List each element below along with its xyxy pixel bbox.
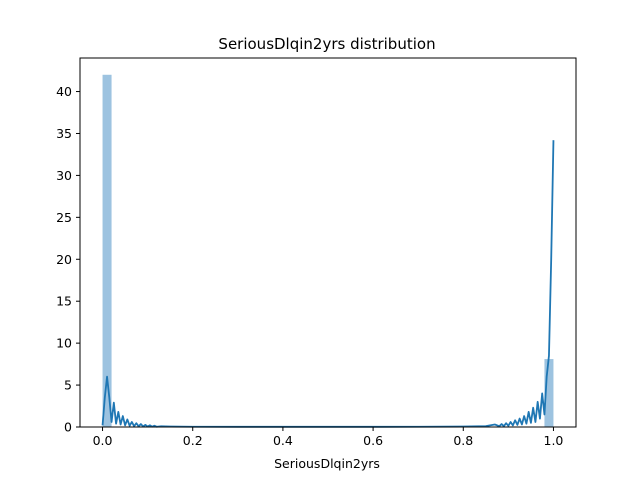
x-tick-label-3: 0.6 — [363, 433, 383, 448]
x-tick-label-2: 0.4 — [273, 433, 293, 448]
x-axis-label: SeriousDlqin2yrs — [274, 456, 380, 471]
y-tick-label-7: 35 — [56, 126, 72, 141]
kde-line-layer — [101, 140, 555, 428]
histogram-bar-1 — [544, 359, 554, 427]
y-tick-label-2: 10 — [56, 336, 72, 351]
kde-line — [101, 140, 555, 428]
y-tick-label-3: 15 — [56, 294, 72, 309]
x-tick-label-0: 0.0 — [93, 433, 113, 448]
x-axis-ticks: 0.0 0.2 0.4 0.6 0.8 1.0 — [93, 427, 564, 448]
histogram-bars — [102, 74, 554, 427]
chart-title: SeriousDlqin2yrs distribution — [218, 35, 435, 53]
y-tick-label-4: 20 — [56, 252, 72, 267]
plot-frame — [79, 57, 577, 428]
y-axis-ticks: 0 5 10 15 20 25 30 35 40 — [56, 84, 80, 435]
x-tick-label-4: 0.8 — [453, 433, 473, 448]
x-tick-label-1: 0.2 — [183, 433, 203, 448]
y-tick-label-6: 30 — [56, 168, 72, 183]
y-tick-label-0: 0 — [64, 420, 72, 435]
x-tick-label-5: 1.0 — [544, 433, 564, 448]
y-tick-label-1: 5 — [64, 378, 72, 393]
y-tick-label-8: 40 — [56, 84, 72, 99]
histogram-bar-0 — [102, 74, 112, 427]
y-tick-label-5: 25 — [56, 210, 72, 225]
